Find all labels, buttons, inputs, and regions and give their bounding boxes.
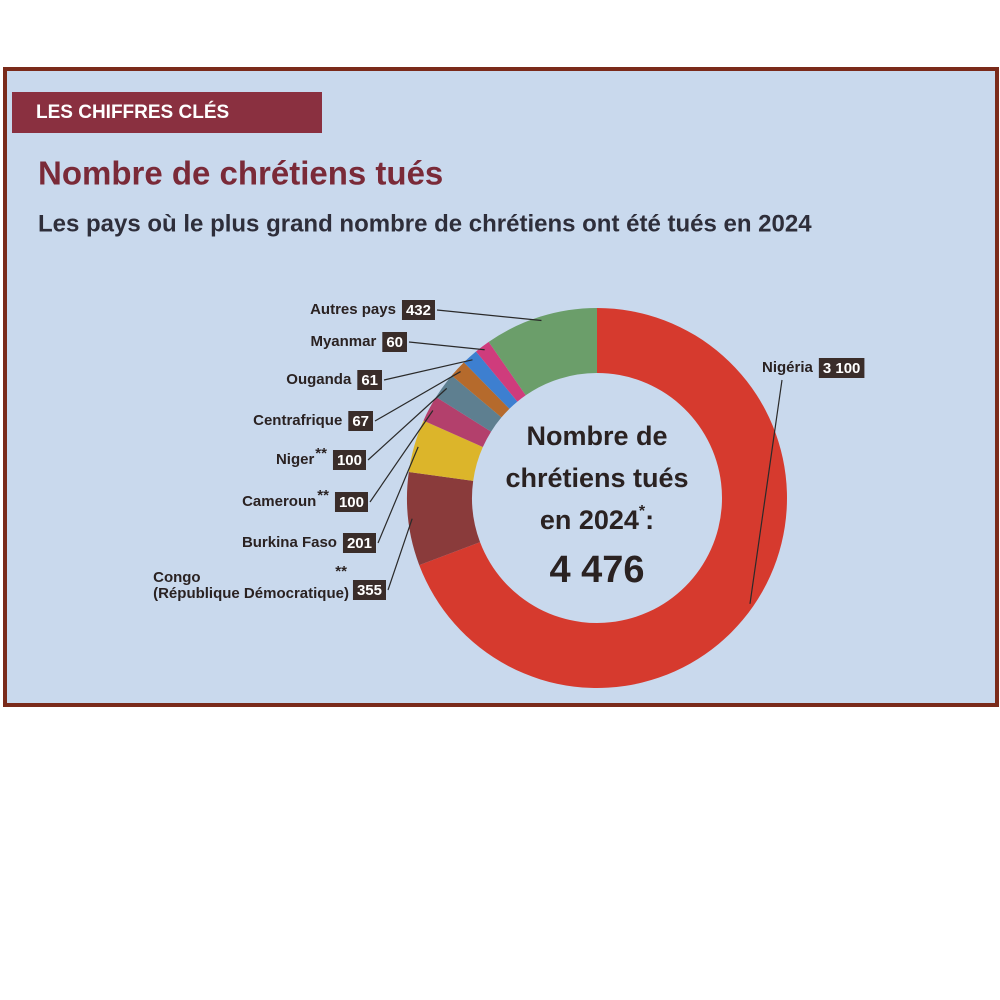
value-label: 60	[386, 334, 403, 351]
value-box	[352, 580, 386, 600]
value-label: 100	[339, 494, 364, 511]
value-label: 3 100	[823, 360, 861, 377]
header: LES CHIFFRES CLÉS	[36, 101, 229, 123]
value-box	[342, 533, 376, 553]
category-note: **	[335, 563, 347, 580]
leader-line	[369, 410, 434, 503]
category-note: **	[315, 445, 327, 462]
value-box	[401, 300, 435, 320]
value-box	[348, 411, 373, 431]
category-label: Nigéria	[762, 359, 814, 376]
slice-label: 60 Myanmar	[310, 332, 485, 352]
slice-label: 432 Autres pays	[310, 300, 542, 322]
leader-line	[436, 309, 542, 322]
slice-label: 3 100 Nigéria	[749, 358, 865, 604]
value-box	[332, 450, 366, 470]
center-label: en 2024*:	[540, 503, 654, 535]
value-label: 432	[406, 302, 431, 319]
category-label: Ouganda	[286, 371, 352, 388]
category-label: Niger	[276, 451, 315, 468]
leader-line	[377, 446, 419, 544]
value-box	[334, 492, 368, 512]
slice	[436, 375, 502, 432]
total: 4 476	[549, 549, 644, 591]
value-label: 100	[337, 452, 362, 469]
slice-label: 67 Centrafrique	[253, 371, 461, 431]
value-label: 355	[357, 582, 382, 599]
leader-line	[408, 341, 485, 351]
slice	[475, 341, 526, 402]
center-label: Nombre de	[526, 421, 667, 451]
category-label: Burkina Faso	[242, 534, 337, 551]
category-sublabel: (République Démocratique)	[153, 585, 349, 602]
category-label: Congo	[153, 569, 200, 586]
category-label: Cameroun	[242, 493, 316, 510]
category-note: **	[317, 487, 329, 504]
leader-line	[374, 371, 461, 422]
value-box	[818, 358, 865, 378]
value-label: 201	[347, 535, 372, 552]
slice-label: 100 Niger **	[276, 387, 448, 470]
slice	[408, 420, 483, 481]
slice-label: 201 Burkina Faso	[242, 446, 419, 553]
slice	[451, 362, 510, 418]
slice	[423, 397, 492, 448]
slice	[463, 351, 518, 409]
chart-title: Nombre de chrétiens tués	[38, 155, 443, 192]
leader-line	[383, 359, 473, 381]
leader-line	[749, 379, 783, 604]
category-label: Autres pays	[310, 301, 396, 318]
category-label: Myanmar	[310, 333, 376, 350]
value-box	[357, 370, 382, 390]
slice-label: 355 Congo ** (République Démocratique)	[153, 518, 413, 602]
slice	[419, 308, 788, 689]
value-label: 67	[352, 413, 369, 430]
value-label: 61	[361, 372, 378, 389]
header-band	[12, 92, 322, 133]
slice-label: 61 Ouganda	[286, 359, 473, 390]
leader-line	[367, 387, 448, 461]
leader-line	[387, 518, 413, 591]
center-label-text: en 2024	[540, 505, 639, 535]
center-label: chrétiens tués	[505, 463, 688, 493]
value-box	[382, 332, 407, 352]
slice	[488, 308, 597, 396]
chart-subtitle: Les pays où le plus grand nombre de chré…	[38, 210, 812, 237]
slice	[406, 471, 481, 566]
category-label: Centrafrique	[253, 412, 342, 429]
center-suffix: :	[645, 505, 654, 535]
center-note: *	[639, 503, 646, 520]
